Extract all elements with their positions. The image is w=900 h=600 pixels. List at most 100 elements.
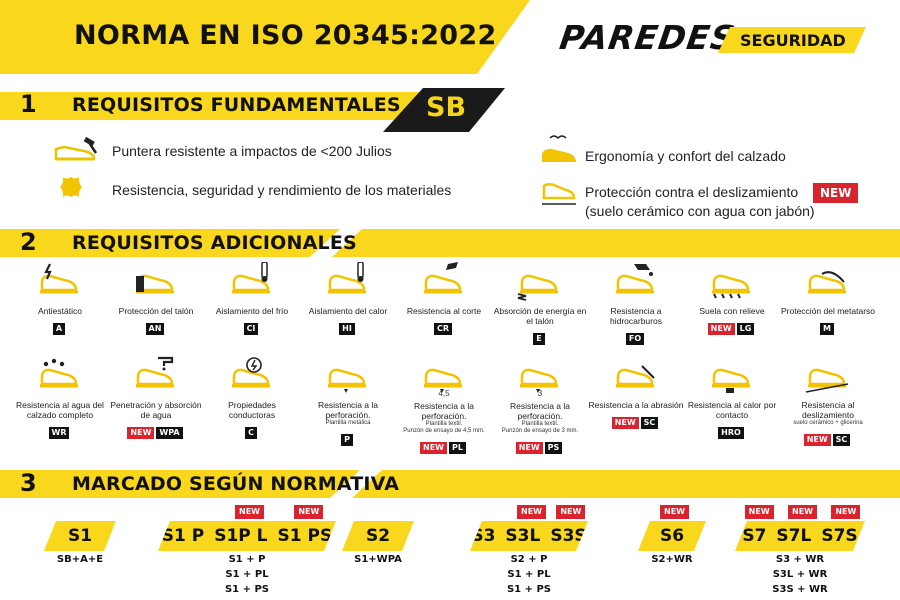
- new-badge: NEW: [611, 417, 639, 429]
- req-toe-cap-text: Puntera resistente a impactos de <200 Ju…: [112, 143, 392, 159]
- requirement-label: Resistencia al agua del calzado completo: [16, 400, 104, 420]
- conductive-shoe-icon: [204, 356, 300, 396]
- code-badge: PS: [544, 442, 563, 454]
- marking-category: S1: [44, 521, 116, 551]
- hot-contact-shoe-icon: [684, 356, 780, 396]
- code-badge: WPA: [156, 427, 183, 439]
- row1-item: Aislamiento del frío CI: [204, 262, 300, 336]
- marking-category-label: S3S: [550, 526, 587, 546]
- marking-category-label: S1P L: [214, 526, 268, 546]
- section2-bar: [0, 229, 340, 257]
- marking-category: S3 S3L S3S: [470, 521, 588, 551]
- tap-water-shoe-icon: [108, 356, 204, 396]
- req-slip-text: Protección contra el deslizamiento: [585, 184, 799, 200]
- requirement-label: Absorción de energía en el talón: [493, 306, 587, 326]
- new-badge: NEW: [515, 442, 543, 454]
- brand-tag-bg: [718, 27, 866, 53]
- code-badge: P: [341, 434, 353, 446]
- marking-new-badge: NEW: [831, 505, 861, 519]
- marking-composition: S1 + PL: [225, 569, 269, 580]
- row2-item: 3 Resistencia a la perforación. Plantilla …: [492, 356, 588, 455]
- row2-item: Resistencia al deslizamiento suelo cerámi…: [780, 356, 876, 447]
- row1-item: Protección del metatarso M: [780, 262, 876, 336]
- marking-composition: S1 + PL: [507, 569, 551, 580]
- requirement-codes: A: [12, 318, 108, 336]
- ergonomic-shoe-icon: [538, 132, 580, 173]
- requirement-sublabel-2: Punzón de ensayo de 3 mm.: [501, 428, 579, 434]
- marking-composition: S1 + PS: [224, 584, 270, 595]
- page-title: NORMA EN ISO 20345:2022: [74, 20, 497, 51]
- code-badge: HI: [339, 323, 355, 335]
- code-badge: SC: [832, 434, 851, 446]
- marking-category: S6: [638, 521, 706, 551]
- puncture-size-mark: 4,5: [438, 389, 450, 398]
- code-badge: M: [820, 323, 834, 335]
- marking-composition: S3L + WR: [772, 569, 828, 580]
- marking-composition: S3 + WR: [775, 554, 825, 565]
- marking-category-label: S3: [471, 526, 496, 546]
- marking-composition: S3S + WR: [772, 584, 828, 595]
- marking-category-label: S1 P: [161, 526, 205, 546]
- puncture-size-mark: 3: [537, 389, 543, 398]
- requirement-label: Resistencia a la abrasión: [588, 400, 684, 410]
- marking-category-label: S2: [365, 526, 391, 546]
- row1-item: Antiestático A: [12, 262, 108, 336]
- code-badge: FO: [625, 333, 645, 345]
- requirement-codes: P: [300, 429, 396, 447]
- requirement-label: Resistencia a hidrocarburos: [610, 306, 662, 326]
- requirement-label: Resistencia al corte: [406, 306, 482, 316]
- heel-shoe-icon: [108, 262, 204, 302]
- requirement-label: Penetración y absorción de agua: [110, 400, 202, 420]
- code-badge: AN: [145, 323, 165, 335]
- requirement-codes: NEW WPA: [108, 422, 204, 440]
- requirement-codes: E: [492, 328, 588, 346]
- marking-composition: S2+WR: [651, 554, 693, 565]
- section1-number: 1: [20, 90, 37, 118]
- requirement-label: Protección del metatarso: [780, 306, 876, 316]
- new-badge: NEW: [707, 323, 735, 335]
- marking-category-label: S1 PS: [277, 526, 333, 546]
- requirement-label: Aislamiento del frío: [215, 306, 289, 316]
- cold-thermometer-shoe-icon: [204, 262, 300, 302]
- requirement-codes: AN: [108, 318, 204, 336]
- lightning-shoe-icon: [12, 262, 108, 302]
- requirement-label: Propiedades conductoras: [228, 400, 276, 420]
- section2-number: 2: [20, 228, 37, 256]
- marking-new-badge: NEW: [744, 505, 774, 519]
- header-banner: [0, 0, 530, 74]
- requirement-codes: FO: [588, 328, 684, 346]
- slip-resistance-shoe-icon: [538, 178, 580, 215]
- marking-category: S2: [342, 521, 414, 551]
- new-badge: NEW: [803, 434, 831, 446]
- marking-category-label: S7L: [776, 526, 812, 546]
- new-badge: NEW: [420, 442, 447, 454]
- toe-cap-hammer-icon: [54, 136, 100, 168]
- requirement-codes: NEW SC: [588, 412, 684, 430]
- code-badge: A: [52, 323, 66, 335]
- requirement-codes: NEW SC: [780, 429, 876, 447]
- marking-category-label: S1: [67, 526, 93, 546]
- new-badge-slip: NEW: [813, 183, 859, 203]
- row1-item: Absorción de energía en el talón E: [492, 262, 588, 346]
- code-badge: SC: [640, 417, 659, 429]
- cleated-sole-icon: [684, 262, 780, 302]
- metatarsal-shoe-icon: [780, 262, 876, 302]
- sb-badge: SB: [426, 92, 467, 123]
- marking-new-badge: NEW: [235, 505, 264, 519]
- requirement-label: Resistencia al deslizamiento: [801, 400, 855, 420]
- slip-ramp-shoe-icon: [780, 356, 876, 396]
- row1-item: Suela con relieve NEW LG: [684, 262, 780, 336]
- nail-shoe-icon: [300, 356, 396, 396]
- row2-item: Penetración y absorción de agua NEW WPA: [108, 356, 204, 440]
- row2-item: Resistencia al calor por contacto HRO: [684, 356, 780, 440]
- fuel-pump-shoe-icon: [588, 262, 684, 302]
- water-drops-shoe-icon: [12, 356, 108, 396]
- section3-bar-right: [352, 470, 900, 498]
- leather-hide-icon: [58, 174, 84, 205]
- row2-item: Resistencia a la abrasión NEW SC: [588, 356, 684, 430]
- code-badge: PL: [449, 442, 466, 454]
- section2-title: REQUISITOS ADICIONALES: [72, 232, 357, 254]
- brand-tag: SEGURIDAD: [740, 31, 846, 50]
- marking-category-label: S3L: [505, 526, 541, 546]
- marking-new-badge: NEW: [660, 505, 689, 519]
